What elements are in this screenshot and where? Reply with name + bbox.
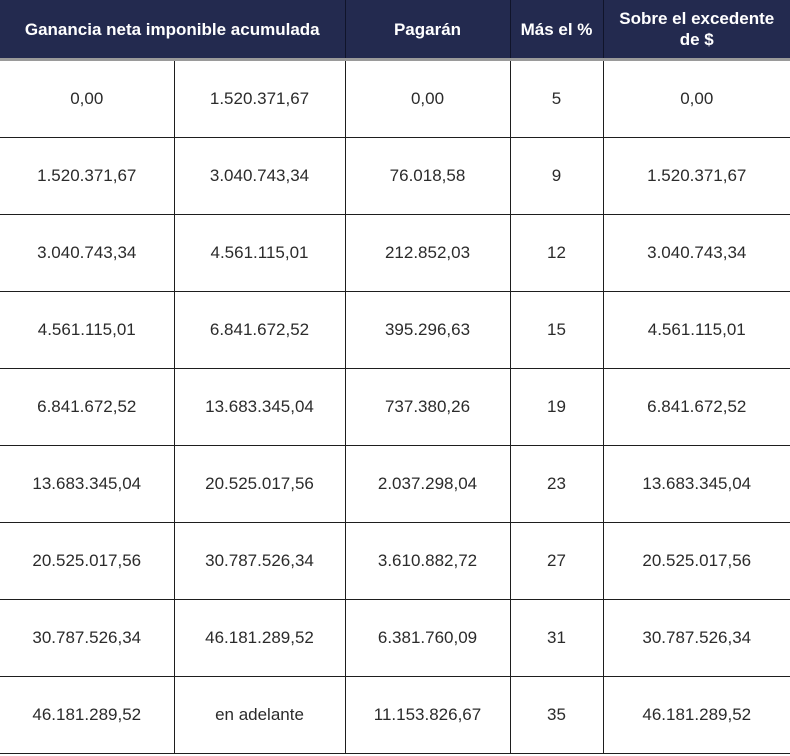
cell-hasta: 46.181.289,52 <box>173 599 346 677</box>
cell-desde: 6.841.672,52 <box>0 368 175 446</box>
cell-desde: 4.561.115,01 <box>0 291 175 369</box>
cell-pagaran: 737.380,26 <box>344 368 511 446</box>
table-row: 6.841.672,52 13.683.345,04 737.380,26 19… <box>0 368 790 446</box>
table-row: 1.520.371,67 3.040.743,34 76.018,58 9 1.… <box>0 137 790 215</box>
cell-porcentaje: 35 <box>509 676 604 754</box>
cell-hasta: 30.787.526,34 <box>173 522 346 600</box>
cell-hasta: 1.520.371,67 <box>173 59 346 138</box>
cell-hasta: 20.525.017,56 <box>173 445 346 523</box>
cell-desde: 3.040.743,34 <box>0 214 175 292</box>
cell-excedente: 4.561.115,01 <box>602 291 790 369</box>
cell-pagaran: 0,00 <box>344 59 511 138</box>
cell-pagaran: 212.852,03 <box>344 214 511 292</box>
cell-excedente: 46.181.289,52 <box>602 676 790 754</box>
table-row: 30.787.526,34 46.181.289,52 6.381.760,09… <box>0 599 790 677</box>
cell-pagaran: 2.037.298,04 <box>344 445 511 523</box>
table-row: 46.181.289,52 en adelante 11.153.826,67 … <box>0 676 790 754</box>
header-mas-el-porcentaje: Más el % <box>509 0 604 61</box>
header-ganancia-neta: Ganancia neta imponible acumulada <box>0 0 346 61</box>
table-row: 4.561.115,01 6.841.672,52 395.296,63 15 … <box>0 291 790 369</box>
table-body: 0,00 1.520.371,67 0,00 5 0,00 1.520.371,… <box>0 59 790 754</box>
cell-porcentaje: 23 <box>509 445 604 523</box>
table-row: 3.040.743,34 4.561.115,01 212.852,03 12 … <box>0 214 790 292</box>
header-sobre-excedente: Sobre el excedente de $ <box>602 0 790 61</box>
cell-excedente: 13.683.345,04 <box>602 445 790 523</box>
cell-pagaran: 76.018,58 <box>344 137 511 215</box>
cell-excedente: 6.841.672,52 <box>602 368 790 446</box>
cell-hasta: 6.841.672,52 <box>173 291 346 369</box>
table-row: 0,00 1.520.371,67 0,00 5 0,00 <box>0 59 790 138</box>
cell-pagaran: 6.381.760,09 <box>344 599 511 677</box>
cell-hasta: 13.683.345,04 <box>173 368 346 446</box>
header-row: Ganancia neta imponible acumulada Pagará… <box>0 0 790 61</box>
cell-porcentaje: 5 <box>509 59 604 138</box>
cell-porcentaje: 31 <box>509 599 604 677</box>
cell-hasta: 3.040.743,34 <box>173 137 346 215</box>
cell-porcentaje: 27 <box>509 522 604 600</box>
cell-excedente: 0,00 <box>602 59 790 138</box>
cell-porcentaje: 12 <box>509 214 604 292</box>
cell-excedente: 30.787.526,34 <box>602 599 790 677</box>
header-pagaran: Pagarán <box>344 0 511 61</box>
cell-desde: 0,00 <box>0 59 175 138</box>
table-row: 20.525.017,56 30.787.526,34 3.610.882,72… <box>0 522 790 600</box>
cell-excedente: 1.520.371,67 <box>602 137 790 215</box>
cell-desde: 20.525.017,56 <box>0 522 175 600</box>
table-row: 13.683.345,04 20.525.017,56 2.037.298,04… <box>0 445 790 523</box>
cell-desde: 30.787.526,34 <box>0 599 175 677</box>
cell-pagaran: 11.153.826,67 <box>344 676 511 754</box>
cell-excedente: 3.040.743,34 <box>602 214 790 292</box>
cell-porcentaje: 9 <box>509 137 604 215</box>
cell-excedente: 20.525.017,56 <box>602 522 790 600</box>
cell-pagaran: 395.296,63 <box>344 291 511 369</box>
cell-desde: 13.683.345,04 <box>0 445 175 523</box>
cell-porcentaje: 19 <box>509 368 604 446</box>
cell-desde: 1.520.371,67 <box>0 137 175 215</box>
table-header: Ganancia neta imponible acumulada Pagará… <box>0 0 790 61</box>
cell-pagaran: 3.610.882,72 <box>344 522 511 600</box>
cell-hasta: 4.561.115,01 <box>173 214 346 292</box>
cell-hasta: en adelante <box>173 676 346 754</box>
cell-desde: 46.181.289,52 <box>0 676 175 754</box>
cell-porcentaje: 15 <box>509 291 604 369</box>
